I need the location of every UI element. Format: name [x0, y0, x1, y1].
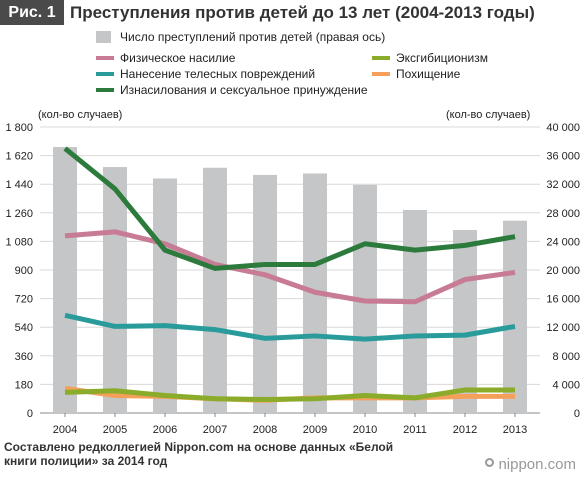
x-tick-label: 2008 — [253, 424, 277, 436]
left-tick-label: 900 — [15, 265, 33, 277]
legend-label: Эксгибиционизм — [396, 51, 488, 65]
x-tick-label: 2012 — [453, 424, 477, 436]
left-tick-label: 360 — [15, 351, 33, 363]
legend-swatch-line — [372, 56, 390, 60]
chart-title: Преступления против детей до 13 лет (200… — [70, 3, 535, 22]
right-tick-label: 32 000 — [546, 179, 580, 191]
bar-total-crimes — [503, 220, 527, 413]
brand-dot-icon — [485, 458, 495, 467]
line-bodily-injury — [64, 312, 516, 342]
bar-total-crimes — [453, 229, 477, 413]
x-tick-label: 2006 — [153, 424, 177, 436]
x-tick-label: 2011 — [403, 424, 427, 436]
line-exhibitionism — [64, 387, 515, 402]
chart-header: Рис. 1 Преступления против детей до 13 л… — [0, 0, 584, 26]
brand-logo: nippon.com — [485, 456, 576, 473]
right-tick-label: 8 000 — [552, 351, 580, 363]
left-tick-label: 1 440 — [5, 179, 33, 191]
right-tick-label: 20 000 — [546, 265, 580, 277]
right-tick-label: 0 — [574, 408, 580, 420]
left-tick-label: 0 — [27, 408, 33, 420]
legend-label: Нанесение телесных повреждений — [120, 67, 316, 81]
source-note: Составлено редколлегией Nippon.com на ос… — [4, 440, 394, 468]
x-tick-label: 2004 — [53, 424, 77, 436]
legend-label: Число преступлений против детей (правая … — [120, 30, 386, 44]
right-tick-label: 28 000 — [546, 208, 580, 220]
line-sexual-assault — [63, 146, 516, 271]
x-tick-label: 2005 — [103, 424, 127, 436]
left-tick-label: 720 — [15, 294, 33, 306]
right-tick-label: 16 000 — [546, 294, 580, 306]
legend-swatch-bar — [96, 31, 111, 43]
left-tick-label: 540 — [15, 322, 33, 334]
bar-total-crimes — [53, 147, 77, 413]
brand-name: nippon.com — [498, 456, 576, 473]
x-tick-label: 2010 — [353, 424, 377, 436]
figure-label: Рис. 1 — [0, 0, 64, 25]
right-tick-label: 40 000 — [546, 122, 580, 134]
right-axis-unit: (кол-во случаев) — [446, 109, 531, 121]
left-tick-label: 1 800 — [5, 122, 33, 134]
left-tick-label: 1 620 — [5, 151, 33, 163]
bar-total-crimes — [403, 209, 427, 413]
bar-total-crimes — [153, 178, 177, 413]
legend-swatch-line — [372, 72, 390, 76]
right-tick-label: 36 000 — [546, 151, 580, 163]
right-tick-label: 4 000 — [552, 379, 580, 391]
legend-label: Изнасилования и сексуальное принуждение — [120, 83, 368, 97]
right-tick-label: 12 000 — [546, 322, 580, 334]
legend-swatch-line — [96, 56, 114, 60]
x-tick-label: 2009 — [303, 424, 327, 436]
legend-label: Физическое насилие — [120, 51, 236, 65]
left-tick-label: 1 260 — [5, 208, 33, 220]
legend-swatch-line — [96, 88, 114, 92]
x-tick-label: 2007 — [203, 424, 227, 436]
chart-plot: 0 0 180 4 000 360 8 000 540 12 000 720 16 000 900 2… — [5, 122, 580, 436]
left-tick-label: 180 — [15, 379, 33, 391]
x-tick-label: 2013 — [503, 424, 527, 436]
legend-label: Похищение — [396, 67, 461, 81]
bar-total-crimes — [103, 167, 127, 413]
right-tick-label: 24 000 — [546, 236, 580, 248]
line-physical-violence — [64, 229, 516, 305]
legend-swatch-line — [96, 72, 114, 76]
left-axis-unit: (кол-во случаев) — [38, 109, 123, 121]
bar-total-crimes — [203, 167, 227, 413]
left-tick-label: 1 080 — [5, 236, 33, 248]
bar-total-crimes — [253, 174, 277, 413]
